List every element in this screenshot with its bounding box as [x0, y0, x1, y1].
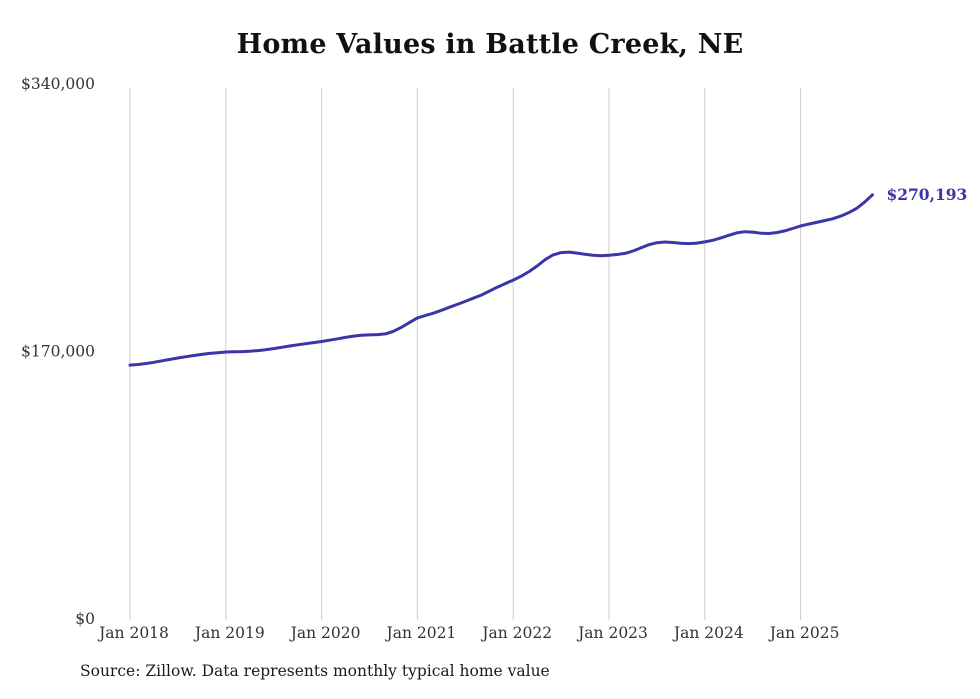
x-tick-label: Jan 2022: [480, 624, 552, 642]
x-tick-label: Jan 2018: [97, 624, 169, 642]
source-note: Source: Zillow. Data represents monthly …: [80, 662, 550, 680]
x-tick-label: Jan 2019: [193, 624, 265, 642]
x-tick-label: Jan 2023: [576, 624, 648, 642]
chart-title: Home Values in Battle Creek, NE: [236, 29, 744, 60]
x-tick-label: Jan 2021: [384, 624, 456, 642]
y-tick-label: $340,000: [21, 75, 95, 93]
latest-value-label: $270,193: [886, 184, 968, 204]
x-tick-label: Jan 2024: [672, 624, 744, 642]
x-tick-label: Jan 2025: [768, 624, 840, 642]
x-tick-label: Jan 2020: [289, 624, 361, 642]
value-line: [128, 193, 874, 367]
y-tick-label: $170,000: [21, 343, 95, 361]
y-tick-label: $0: [75, 610, 95, 628]
